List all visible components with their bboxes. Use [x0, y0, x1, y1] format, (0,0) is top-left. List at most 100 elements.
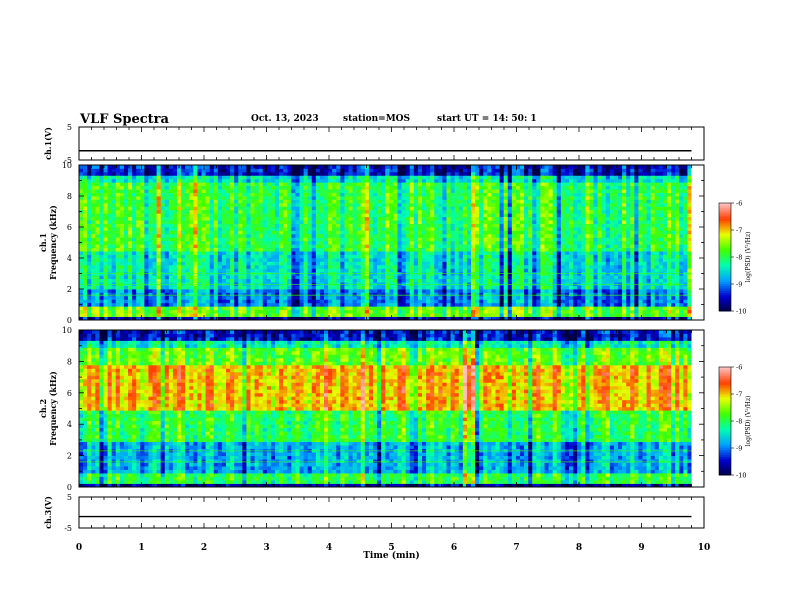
spectrogram-cell	[426, 237, 431, 242]
spectrogram-cell	[148, 240, 153, 245]
spectrogram-cell	[560, 240, 566, 245]
spectrogram-cell	[201, 299, 206, 304]
spectrogram-cell	[332, 233, 337, 238]
spectrogram-cell	[266, 309, 272, 314]
spectrogram-cell	[393, 254, 398, 259]
spectrogram-cell	[230, 278, 235, 283]
spectrogram-cell	[119, 216, 125, 221]
spectrogram-cell	[520, 285, 525, 290]
spectrogram-cell	[556, 261, 562, 266]
spectrogram-cell	[336, 306, 341, 311]
spectrogram-cell	[507, 237, 513, 242]
spectrogram-cell	[675, 285, 680, 290]
spectrogram-cell	[662, 275, 668, 280]
spectrogram-cell	[217, 237, 223, 242]
spectrogram-cell	[495, 237, 500, 242]
spectrogram-cell	[156, 278, 162, 283]
spectrogram-cell	[560, 278, 566, 283]
spectrogram-cell	[442, 223, 447, 228]
spectrogram-cell	[450, 237, 456, 242]
spectrogram-cell	[283, 251, 288, 255]
spectrogram-cell	[132, 275, 137, 280]
spectrogram-cell	[381, 261, 386, 266]
spectrogram-cell	[217, 233, 223, 238]
spectrogram-cell	[246, 295, 251, 300]
spectrogram-cell	[679, 275, 684, 280]
spectrogram-cell	[389, 206, 394, 211]
spectrogram-cell	[426, 295, 431, 300]
spectrogram-cell	[250, 233, 255, 238]
spectrogram-cell	[548, 313, 554, 317]
spectrogram-cell	[197, 268, 202, 273]
spectrogram-cell	[360, 261, 366, 266]
spectrogram-cell	[401, 275, 407, 280]
spectrogram-cell	[569, 292, 574, 297]
spectrogram-cell	[201, 223, 206, 228]
spectrogram-cell	[552, 240, 558, 245]
spectrogram-cell	[417, 285, 423, 290]
spectrogram-cell	[552, 292, 558, 297]
spectrogram-cell	[454, 227, 460, 231]
spectrogram-cell	[275, 251, 280, 255]
spectrogram-cell	[577, 295, 582, 300]
spectrogram-cell	[528, 244, 533, 249]
spectrogram-cell	[193, 295, 198, 300]
spectrogram-cell	[585, 233, 590, 238]
spectrogram-cell	[168, 240, 174, 245]
spectrogram-cell	[356, 268, 362, 273]
spectrogram-cell	[540, 264, 545, 269]
spectrogram-cell	[593, 213, 598, 218]
spectrogram-cell	[495, 220, 500, 224]
spectrogram-cell	[319, 261, 325, 266]
spectrogram-cell	[83, 209, 88, 214]
spectrogram-cell	[328, 302, 333, 307]
spectrogram-cell	[336, 240, 341, 245]
spectrogram-cell	[675, 240, 680, 245]
spectrogram-cell	[107, 278, 113, 283]
spectrogram-cell	[585, 285, 590, 290]
spectrogram-cell	[128, 254, 133, 259]
spectrogram-cell	[475, 251, 480, 255]
spectrogram-cell	[148, 268, 153, 273]
spectrogram-cell	[675, 316, 680, 321]
spectrogram-cell	[560, 247, 566, 252]
spectrogram-cell	[589, 264, 594, 269]
spectrogram-cell	[413, 227, 419, 231]
spectrogram-cell	[181, 292, 186, 297]
spectrogram-cell	[246, 233, 251, 238]
spectrogram-cell	[491, 223, 496, 228]
spectrogram-cell	[368, 244, 374, 249]
spectrogram-cell	[687, 299, 692, 304]
spectrogram-cell	[197, 299, 202, 304]
spectrogram-cell	[315, 233, 321, 238]
spectrogram-cell	[618, 237, 623, 242]
spectrogram-cell	[613, 223, 619, 228]
spectrogram-cell	[144, 316, 149, 321]
spectrogram-cell	[434, 261, 439, 266]
spectrogram-cell	[364, 302, 370, 307]
spectrogram-cell	[548, 237, 554, 242]
spectrogram-cell	[295, 313, 300, 317]
spectrogram-cell	[540, 230, 545, 235]
spectrogram-cell	[426, 268, 431, 273]
spectrogram-cell	[475, 299, 480, 304]
spectrogram-cell	[164, 254, 170, 259]
spectrogram-cell	[385, 295, 390, 300]
spectrogram-cell	[671, 227, 676, 231]
spectrogram-cell	[569, 306, 574, 311]
spectrogram-cell	[136, 244, 141, 249]
spectrogram-cell	[556, 278, 562, 283]
spectrogram-cell	[344, 209, 349, 214]
spectrogram-cell	[654, 264, 660, 269]
spectrogram-cell	[348, 251, 353, 255]
spectrogram-cell	[581, 264, 586, 269]
spectrogram-cell	[475, 216, 480, 221]
spectrogram-cell	[462, 227, 468, 231]
spectrogram-cell	[601, 278, 607, 283]
spectrogram-cell	[503, 295, 509, 300]
spectrogram-cell	[507, 227, 513, 231]
spectrogram-cell	[279, 209, 284, 214]
spectrogram-cell	[99, 313, 104, 317]
spectrogram-cell	[528, 227, 533, 231]
spectrogram-cell	[226, 264, 231, 269]
